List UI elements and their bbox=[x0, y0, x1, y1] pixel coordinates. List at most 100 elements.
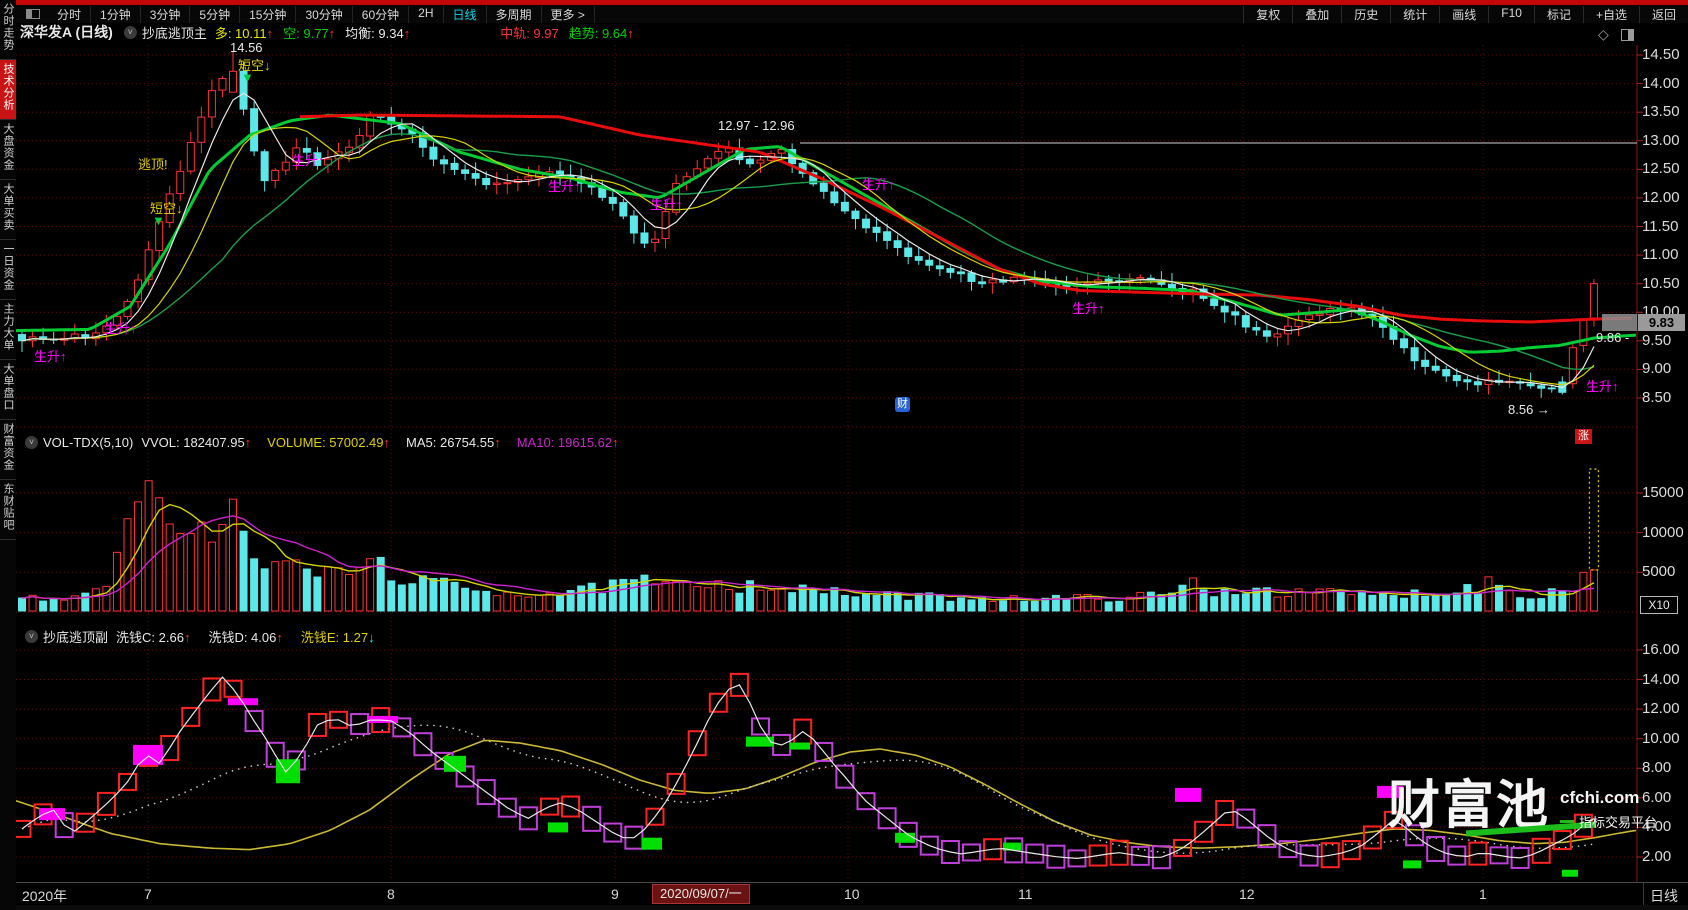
axis-label: 10000 bbox=[1642, 523, 1684, 541]
action-叠加[interactable]: 叠加 bbox=[1292, 5, 1341, 23]
collapse-icon[interactable]: ˅ bbox=[123, 25, 137, 39]
period-tab-30分钟[interactable]: 30分钟 bbox=[296, 5, 353, 23]
split-view-icon[interactable] bbox=[26, 9, 40, 19]
chart-annotation: 短空↓ bbox=[150, 201, 183, 216]
axis-label: 13.00 bbox=[1642, 131, 1680, 149]
last-price-box: 9.83 bbox=[1638, 314, 1685, 331]
pane-layout-icon[interactable] bbox=[1621, 29, 1634, 41]
action-F10[interactable]: F10 bbox=[1488, 5, 1534, 23]
collapse-icon[interactable]: ˅ bbox=[25, 435, 38, 449]
axis-label: 14.50 bbox=[1642, 46, 1680, 63]
sub-indicator-name[interactable]: 抄底逃顶副 bbox=[43, 629, 109, 645]
chart-annotation: 逃顶! bbox=[138, 157, 168, 172]
axis-label: 16.00 bbox=[1642, 640, 1680, 658]
axis-label: 9.50 bbox=[1642, 331, 1672, 349]
chart-annotation: 生升↑ bbox=[548, 179, 581, 194]
period-tab-60分钟[interactable]: 60分钟 bbox=[353, 5, 410, 23]
period-tab-1分钟[interactable]: 1分钟 bbox=[91, 5, 141, 23]
month-label-7: 7 bbox=[144, 886, 152, 902]
period-tab-15分钟[interactable]: 15分钟 bbox=[240, 5, 297, 23]
sidebar-item-大盘资金[interactable]: 大盘资金 bbox=[0, 120, 16, 180]
action-+自选[interactable]: +自选 bbox=[1582, 5, 1639, 23]
month-label-11: 11 bbox=[1018, 886, 1033, 902]
period-tab-3分钟[interactable]: 3分钟 bbox=[141, 5, 191, 23]
toolbar-actions: 复权 叠加 历史 统计 画线 F10 标记 +自选 返回 bbox=[1243, 5, 1688, 23]
axis-label: 6.00 bbox=[1642, 788, 1672, 806]
chart-annotation: ▼ bbox=[152, 213, 165, 228]
diamond-icon[interactable]: ◇ bbox=[1598, 26, 1609, 42]
action-复权[interactable]: 复权 bbox=[1243, 5, 1292, 23]
axis-label: 12.00 bbox=[1642, 188, 1680, 206]
top-red-strip bbox=[0, 0, 1688, 5]
symbol-title: 深华发A (日线) bbox=[20, 24, 113, 40]
cai-badge: 财 bbox=[895, 397, 910, 412]
axis-label: 4.00 bbox=[1642, 818, 1672, 836]
period-tab-多周期[interactable]: 多周期 bbox=[487, 5, 542, 23]
period-tab-分时[interactable]: 分时 bbox=[48, 5, 92, 23]
action-历史[interactable]: 历史 bbox=[1341, 5, 1390, 23]
period-tab-5分钟[interactable]: 5分钟 bbox=[190, 5, 241, 23]
chart-annotation: 生升↑ bbox=[1072, 301, 1105, 316]
chart-annotation: 生升↑ bbox=[862, 177, 895, 192]
sidebar-item-大单盘口[interactable]: 大单盘口 bbox=[0, 360, 16, 420]
chart-annotation: 生升↑ bbox=[104, 321, 137, 336]
period-toolbar: 分时 1分钟 3分钟 5分钟 15分钟 30分钟 60分钟 2H 日线 多周期 更多 > 复权 叠加历… bbox=[16, 5, 1688, 23]
sidebar-item-一日资金[interactable]: 一日资金 bbox=[0, 240, 16, 300]
watermark: 财富池 cfchi.com 指标交易平台 bbox=[1388, 780, 1657, 837]
period-label[interactable]: 日线 bbox=[1650, 888, 1678, 904]
axis-label: 12.00 bbox=[1642, 700, 1680, 718]
chart-annotation: 9.86 - bbox=[1596, 330, 1630, 345]
volume-header: ˅ VOL-TDX(5,10) VVOL: 182407.95↑ VOLUME: … bbox=[20, 432, 629, 452]
left-sidebar: 分时走势 技术分析 大盘资金 大单买卖 一日资金 主力大单 大单盘口 财富资金 东财贴吧 bbox=[0, 0, 16, 910]
axis-label: 12.50 bbox=[1642, 160, 1680, 178]
chart-annotation: 生升↑ bbox=[1586, 379, 1619, 394]
axis-label: 10.50 bbox=[1642, 274, 1680, 292]
chart-annotation: 生升↑ bbox=[650, 197, 683, 212]
chart-annotation: 短空↓ bbox=[238, 58, 271, 73]
volume-indicator-name[interactable]: VOL-TDX(5,10) bbox=[43, 434, 134, 450]
action-返回[interactable]: 返回 bbox=[1638, 5, 1688, 23]
rise-badge: 涨 bbox=[1575, 429, 1592, 444]
field-VVOL: VVOL: 182407.95↑ bbox=[141, 434, 252, 450]
axis-label: 15000 bbox=[1642, 483, 1684, 501]
collapse-icon[interactable]: ˅ bbox=[25, 629, 38, 643]
month-label-1: 1 bbox=[1479, 886, 1487, 902]
indicator-name[interactable]: 抄底逃顶主 bbox=[141, 25, 207, 41]
axis-label: 11.00 bbox=[1642, 246, 1679, 264]
action-统计[interactable]: 统计 bbox=[1390, 5, 1439, 23]
sidebar-item-东财贴吧[interactable]: 东财贴吧 bbox=[0, 480, 16, 540]
axis-label: 8.50 bbox=[1642, 389, 1672, 407]
sidebar-item-分时走势[interactable]: 分时走势 bbox=[0, 0, 16, 60]
field-洗钱E: 洗钱E: 1.27↓ bbox=[300, 629, 375, 645]
month-label-10: 10 bbox=[844, 886, 860, 902]
volume-values: VVOL: 182407.95↑ VOLUME: 57002.49↑ MA5: 26… bbox=[141, 435, 628, 450]
axis-divider bbox=[1643, 883, 1644, 906]
month-label-8: 8 bbox=[387, 886, 395, 902]
sidebar-item-大单买卖[interactable]: 大单买卖 bbox=[0, 180, 16, 240]
sub-indicator-header: ˅ 抄底逃顶副 洗钱C: 2.66↑ 洗钱D: 4.06↑ 洗钱E: 1.27↓ bbox=[20, 626, 385, 646]
action-画线[interactable]: 画线 bbox=[1439, 5, 1488, 23]
chart-annotation: 12.97 - 12.96 bbox=[718, 118, 795, 133]
field-空: 空: 9.77↑ bbox=[283, 25, 336, 41]
period-tab-更多 >[interactable]: 更多 > bbox=[542, 5, 595, 23]
field-中轨: 中轨: 9.97 bbox=[500, 25, 559, 41]
month-label-12: 12 bbox=[1239, 886, 1255, 902]
sidebar-item-财富资金[interactable]: 财富资金 bbox=[0, 420, 16, 480]
sidebar-item-技术分析[interactable]: 技术分析 bbox=[0, 60, 16, 120]
time-axis: 2020年 7 8 9 10 11 12 1 2020/09/07/一 日线 bbox=[0, 882, 1688, 906]
axis-label: 14.00 bbox=[1642, 74, 1680, 92]
field-MA10: MA10: 19615.62↑ bbox=[516, 434, 619, 450]
watermark-domain: cfchi.com bbox=[1560, 788, 1640, 807]
axis-label: 5000 bbox=[1642, 563, 1676, 581]
field-洗钱C: 洗钱C: 2.66↑ bbox=[116, 629, 191, 645]
action-标记[interactable]: 标记 bbox=[1533, 5, 1583, 23]
field-均衡: 均衡: 9.34↑ bbox=[345, 25, 411, 41]
selected-date-box[interactable]: 2020/09/07/一 bbox=[652, 884, 750, 904]
axis-label: 13.50 bbox=[1642, 103, 1680, 121]
field-MA5: MA5: 26754.55↑ bbox=[406, 434, 501, 450]
sidebar-item-主力大单[interactable]: 主力大单 bbox=[0, 300, 16, 360]
field-多: 多: 10.11↑ bbox=[214, 25, 274, 41]
period-tab-2H[interactable]: 2H bbox=[409, 5, 444, 23]
period-tab-日线[interactable]: 日线 bbox=[444, 5, 487, 23]
chart-annotation: 8.56 → bbox=[1508, 402, 1550, 417]
